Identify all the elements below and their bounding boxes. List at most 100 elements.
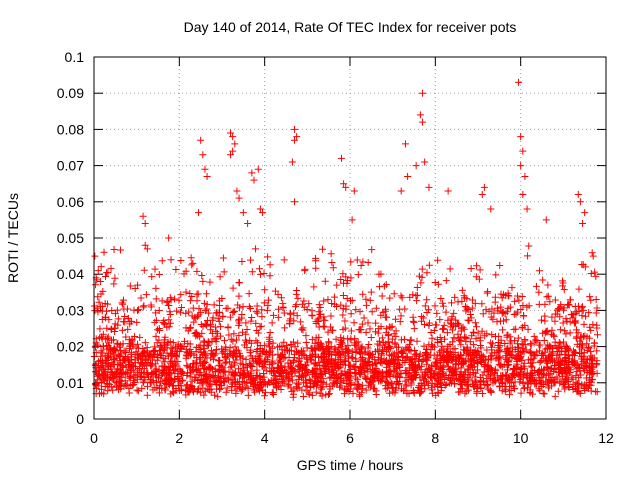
data-point [215,317,223,325]
data-point [491,293,499,301]
data-point [577,349,585,357]
data-point [266,272,274,280]
data-point [99,371,107,379]
data-point [539,389,547,397]
data-point [246,304,254,312]
data-point [406,293,414,301]
data-point [210,301,218,309]
data-point [542,345,550,353]
data-point [514,363,522,371]
data-point [204,385,212,393]
data-point [472,335,480,343]
data-point [356,370,364,378]
data-point [487,313,495,321]
data-point [495,338,503,346]
data-point [367,288,375,296]
data-point [280,354,288,362]
data-point [446,348,454,356]
data-point [110,246,118,254]
data-point [224,324,232,332]
data-point [104,300,112,308]
data-point [518,340,526,348]
data-point [177,256,185,264]
data-point [281,346,289,354]
data-point [165,302,173,310]
data-point [568,373,576,381]
data-point [510,366,518,374]
data-point [378,292,386,300]
data-point [465,349,473,357]
data-point [216,323,224,331]
data-point [368,375,376,383]
data-point [469,383,477,391]
data-point [474,366,482,374]
data-point [274,290,282,298]
data-point [586,323,594,331]
data-point [286,315,294,323]
data-point [520,312,528,320]
data-point [592,272,600,280]
data-point [581,362,589,370]
data-point [307,344,315,352]
x-tick-label: 12 [598,430,614,446]
y-tick-label: 0.04 [57,266,84,282]
data-point [183,371,191,379]
data-point [476,337,484,345]
data-point [254,329,262,337]
data-point [349,353,357,361]
data-point [525,242,533,250]
data-point [449,326,457,334]
data-point [448,299,456,307]
data-point [168,376,176,384]
data-point [521,172,529,180]
data-point [278,363,286,371]
data-point [440,321,448,329]
data-point [551,317,559,325]
data-point [255,265,263,273]
data-point [244,220,252,228]
data-point [593,347,601,355]
data-point [124,369,132,377]
data-point [467,362,475,370]
data-point [488,351,496,359]
data-point [425,261,433,269]
data-point [351,363,359,371]
data-point [222,388,230,396]
data-point [143,391,151,399]
data-point [352,348,360,356]
data-point [97,263,105,271]
data-point [388,323,396,331]
data-point [350,319,358,327]
data-point [280,309,288,317]
data-point [421,320,429,328]
data-point [209,314,217,322]
data-point [446,265,454,273]
chart-title: Day 140 of 2014, Rate Of TEC Index for r… [184,19,517,35]
data-point [305,375,313,383]
data-point [397,187,405,195]
data-point [434,280,442,288]
data-point [519,191,527,199]
data-point [458,286,466,294]
data-point [363,374,371,382]
data-point [198,272,206,280]
data-point [480,183,488,191]
data-point [328,364,336,372]
data-point [371,385,379,393]
data-point [155,389,163,397]
data-point [560,379,568,387]
data-point [124,314,132,322]
data-point [573,308,581,316]
data-point [193,330,201,338]
data-point [478,327,486,335]
data-point [374,353,382,361]
data-point [341,367,349,375]
data-point [97,385,105,393]
data-point [428,334,436,342]
data-point [110,355,118,363]
data-point [488,340,496,348]
data-point [177,370,185,378]
y-tick-label: 0.03 [57,302,84,318]
data-point [200,350,208,358]
data-point [567,311,575,319]
